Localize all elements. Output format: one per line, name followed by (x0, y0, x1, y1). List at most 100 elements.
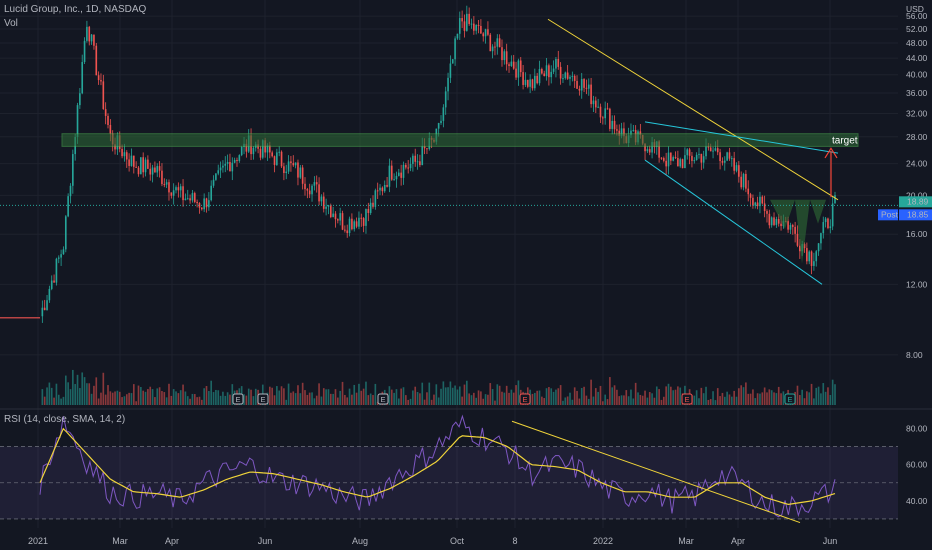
volume-bar (311, 392, 313, 405)
volume-bar (102, 372, 105, 405)
candle-body (510, 61, 513, 66)
volume-bar (515, 385, 517, 405)
volume-bar (46, 387, 48, 405)
candle-body (787, 221, 789, 230)
candle-body (233, 159, 236, 163)
volume-bar (168, 383, 170, 405)
candle-body (522, 72, 524, 85)
volume-bar (512, 392, 515, 405)
volume-bar (128, 392, 130, 405)
candle-body (60, 254, 62, 258)
candle-body (806, 248, 808, 262)
candle-body (353, 221, 356, 230)
candle-body (526, 79, 529, 87)
candle-body (393, 179, 395, 181)
volume-bar (501, 391, 503, 405)
candle-body (775, 218, 778, 225)
volume-bar (775, 393, 778, 405)
candle-body (578, 88, 581, 91)
price-tick-label: 32.00 (906, 109, 928, 119)
channel-lower-line (644, 159, 823, 285)
volume-bar (306, 394, 309, 405)
volume-bar (172, 389, 175, 405)
volume-bar (456, 389, 459, 405)
candle-body (799, 245, 801, 252)
candle-body (604, 108, 606, 119)
volume-bar (395, 389, 398, 405)
resistance-zone (61, 133, 859, 147)
earnings-marker-letter: E (235, 395, 240, 404)
volume-bar (766, 392, 768, 405)
candle-body (351, 218, 353, 230)
volume-bar (72, 369, 74, 405)
candle-body (679, 159, 682, 167)
volume-bar (716, 388, 719, 405)
price-tick-label: 16.00 (906, 229, 928, 239)
volume-bar (231, 384, 234, 405)
volume-bar (573, 387, 576, 405)
earnings-marker (377, 393, 389, 405)
candle-body (261, 140, 264, 158)
volume-bar (653, 397, 656, 405)
candle-body (144, 159, 147, 173)
volume-bar (538, 390, 541, 405)
post-label: Post (881, 209, 899, 219)
candle-body (644, 143, 646, 152)
volume-bar (585, 395, 588, 405)
candle-body (205, 198, 208, 208)
candle-body (623, 128, 625, 137)
candle-body (344, 229, 346, 231)
volume-bar (95, 377, 98, 405)
rsi-tick-label: 60.00 (906, 460, 928, 470)
volume-bar (428, 382, 431, 405)
volume-bar (315, 395, 318, 405)
volume-bar (114, 391, 116, 405)
last-price-label: 18.89 (907, 196, 929, 206)
candle-body (777, 218, 780, 224)
volume-bar (508, 392, 510, 405)
candle-body (285, 171, 288, 174)
candle-body (684, 155, 686, 169)
volume-bar (707, 399, 710, 405)
volume-bar (780, 393, 782, 405)
candle-body (555, 58, 557, 69)
volume-bar (374, 383, 377, 405)
volume-bar (726, 391, 728, 405)
volume-bar (705, 386, 707, 405)
time-tick-label: Mar (678, 536, 694, 546)
volume-bar (90, 393, 93, 405)
candle-body (447, 77, 449, 92)
volume-bar (801, 389, 803, 405)
pattern-shading (770, 199, 826, 264)
price-tick-label: 52.00 (906, 24, 928, 34)
volume-bar (566, 396, 569, 405)
candle-body (815, 251, 818, 262)
volume-bar (165, 397, 168, 405)
volume-bar (299, 393, 302, 405)
volume-bar (372, 395, 374, 405)
volume-bar (679, 387, 682, 405)
volume-bar (730, 396, 733, 405)
volume-bar (667, 383, 670, 405)
volume-bar (297, 385, 299, 405)
volume-bar (503, 392, 506, 405)
candle-body (383, 184, 386, 192)
volume-bar (175, 391, 177, 405)
candle-body (271, 152, 273, 157)
earnings-marker-letter: E (260, 395, 265, 404)
candle-body (273, 156, 276, 165)
candle-body (306, 189, 309, 191)
candle-body (491, 46, 494, 52)
candle-body (50, 280, 53, 289)
rsi-tick-label: 40.00 (906, 496, 928, 506)
candle-body (125, 152, 128, 160)
volume-bar (290, 392, 292, 405)
volume-bar (698, 398, 700, 405)
candle-body (339, 213, 341, 221)
last-price-badge (899, 196, 932, 208)
volume-bar (55, 383, 58, 405)
volume-bar (834, 384, 836, 405)
candle-body (172, 190, 175, 196)
volume-bar (344, 394, 346, 405)
